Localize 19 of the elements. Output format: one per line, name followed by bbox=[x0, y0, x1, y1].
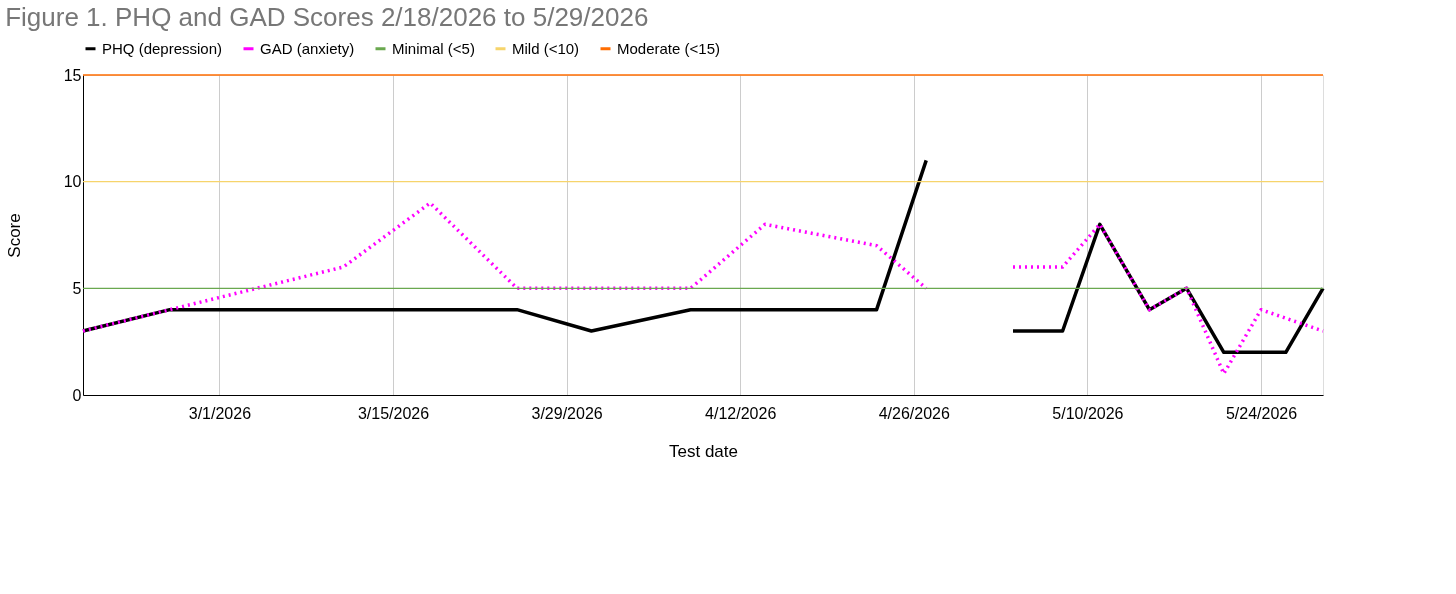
legend-label: PHQ (depression) bbox=[102, 39, 223, 57]
x-tick-label: 4/12/2026 bbox=[705, 404, 777, 422]
y-axis-title: Score bbox=[4, 213, 24, 258]
x-tick-label: 3/29/2026 bbox=[531, 404, 603, 422]
legend-label: Minimal (<5) bbox=[392, 39, 475, 57]
legend-label: Mild (<10) bbox=[512, 39, 580, 57]
legend-label: GAD (anxiety) bbox=[260, 39, 355, 57]
y-tick-label: 10 bbox=[63, 173, 82, 191]
x-tick-label: 3/15/2026 bbox=[357, 404, 430, 422]
x-tick-label: 5/24/2026 bbox=[1225, 404, 1298, 422]
x-tick-label: 5/10/2026 bbox=[1052, 404, 1124, 422]
y-tick-label: 15 bbox=[63, 66, 82, 84]
x-tick-label: 4/26/2026 bbox=[878, 404, 950, 422]
x-axis-title: Test date bbox=[669, 441, 738, 461]
y-tick-label: 0 bbox=[72, 386, 82, 404]
legend-label: Moderate (<15) bbox=[617, 39, 720, 57]
chart-title: Figure 1. PHQ and GAD Scores 2/18/2026 to 5/29/2026 bbox=[5, 2, 649, 32]
y-tick-label: 5 bbox=[72, 279, 82, 297]
x-tick-label: 3/1/2026 bbox=[188, 404, 252, 422]
